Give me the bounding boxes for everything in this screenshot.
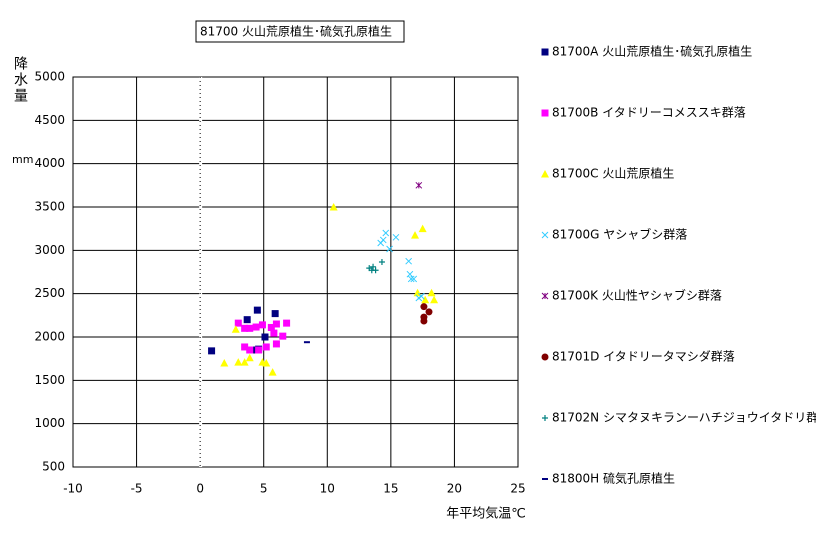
data-point [418, 224, 427, 233]
data-point [234, 358, 243, 366]
data-point [415, 181, 423, 189]
y-tick-label: 3000 [34, 243, 65, 257]
zero-axis [199, 77, 203, 467]
legend-label: 81800H 硫気孔原植生 [552, 471, 675, 486]
data-point [411, 231, 420, 239]
data-point [368, 267, 375, 274]
legend-marker [541, 231, 549, 239]
data-point [255, 346, 263, 354]
legend-label: 81701D イタドリータマシダ群落 [552, 349, 735, 364]
legend-marker [542, 415, 548, 421]
data-point [430, 295, 439, 304]
data-point [268, 368, 277, 376]
data-point [386, 245, 393, 253]
data-point [378, 259, 385, 266]
data-point [245, 353, 254, 362]
y-axis-label: 降水量 [12, 56, 28, 104]
data-point [425, 308, 433, 316]
data-point [272, 320, 280, 328]
data-point [270, 329, 278, 337]
data-point [407, 275, 415, 283]
y-tick-label: 4000 [34, 156, 65, 170]
y-tick-label: 1500 [34, 373, 65, 387]
data-point [303, 341, 310, 344]
x-tick-label: -10 [63, 482, 83, 496]
legend-label: 81700C 火山荒原植生 [552, 166, 674, 181]
data-point [262, 359, 271, 367]
data-point [421, 295, 430, 304]
y-tick-label: 2500 [34, 286, 65, 300]
y-tick-label: 2000 [34, 330, 65, 344]
data-point [377, 239, 385, 247]
data-point [243, 316, 251, 324]
data-point [261, 333, 269, 341]
y-tick-label: 5000 [34, 70, 65, 84]
data-point [370, 263, 377, 270]
data-point [234, 319, 242, 327]
legend-label: 81700A 火山荒原植生･硫気孔原植生 [552, 44, 752, 59]
data-point [410, 275, 418, 283]
data-point [220, 359, 229, 367]
data-point [253, 306, 261, 314]
legend-marker [541, 109, 549, 117]
x-tick-label: 10 [320, 482, 335, 496]
data-point [246, 346, 254, 354]
title-box [195, 20, 405, 43]
x-axis-label: 年平均気温℃ [446, 506, 526, 522]
legend-label: 81700G ヤシャブシ群落 [552, 227, 687, 242]
data-point [231, 325, 240, 333]
data-point [208, 347, 216, 355]
data-point [420, 303, 428, 311]
data-point [241, 324, 249, 332]
data-point [271, 310, 279, 318]
plot-area [72, 76, 519, 468]
x-tick-label: 20 [447, 482, 462, 496]
y-tick-label: 4500 [34, 113, 65, 127]
data-point [418, 292, 425, 300]
legend-marker [541, 353, 549, 361]
data-point [279, 332, 287, 340]
data-point [392, 233, 400, 241]
data-point [246, 324, 254, 332]
y-tick-label: 500 [42, 460, 65, 474]
legend-marker [542, 478, 548, 480]
x-tick-label: 5 [260, 482, 268, 496]
data-point [258, 321, 266, 329]
x-tick-label: 15 [383, 482, 398, 496]
x-tick-label: 25 [510, 482, 525, 496]
data-point [406, 270, 414, 278]
data-point [272, 340, 280, 348]
data-point [267, 323, 275, 331]
y-tick-label: 1000 [34, 416, 65, 430]
data-point [240, 358, 249, 366]
legend-label: 81700K 火山性ヤシャブシ群落 [552, 288, 722, 303]
data-point [420, 317, 428, 325]
data-point [283, 319, 291, 327]
legend-marker [541, 292, 549, 300]
legend-label: 81702N シマタヌキランーハチジョウイタドリ群集 [552, 410, 816, 425]
legend-label: 81700B イタドリーコメススキ群落 [552, 106, 746, 120]
y-unit: mm [12, 153, 33, 166]
legend-marker [541, 170, 549, 178]
legend-marker [541, 48, 549, 56]
chart-title: 81700 火山荒原植生･硫気孔原植生 [200, 24, 392, 39]
data-point [329, 203, 338, 211]
data-point [382, 229, 390, 237]
data-point [252, 323, 260, 331]
y-tick-label: 3500 [34, 200, 65, 214]
x-tick-label: -5 [131, 482, 143, 496]
data-point [241, 343, 249, 351]
data-point [262, 343, 270, 351]
x-tick-label: 0 [196, 482, 204, 496]
data-point [405, 257, 413, 265]
data-point [427, 288, 436, 297]
